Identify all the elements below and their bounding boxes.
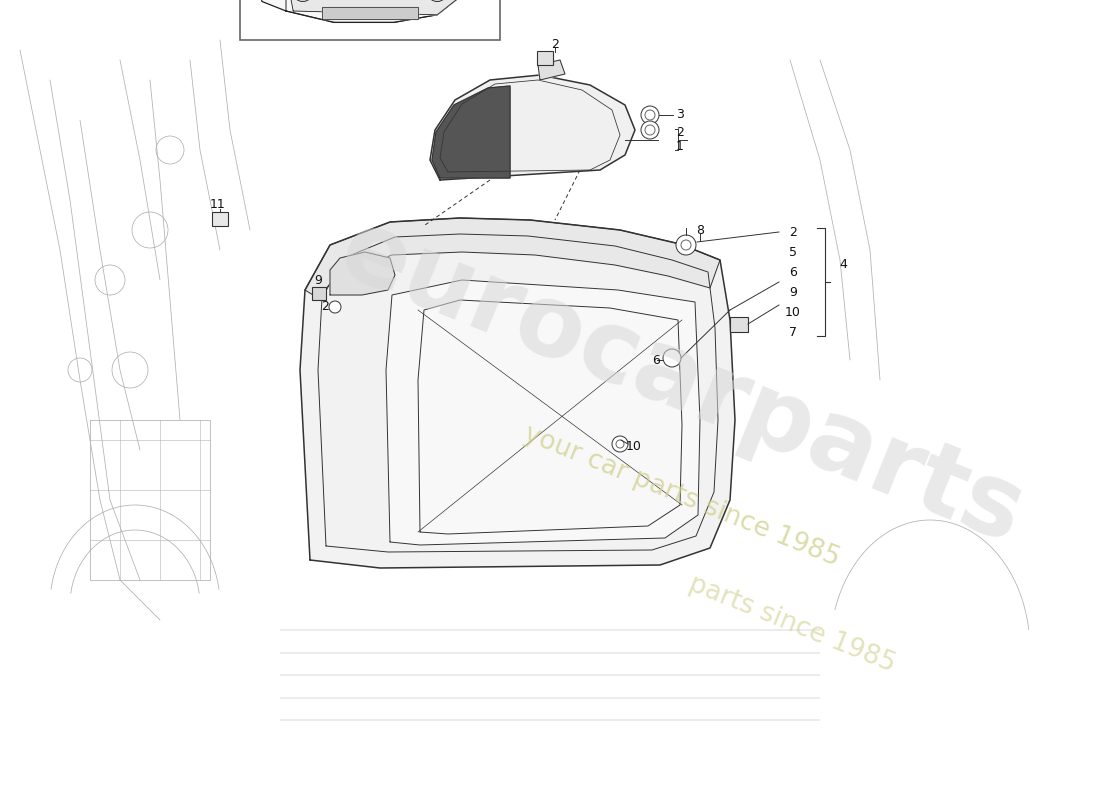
Polygon shape: [330, 252, 395, 295]
Polygon shape: [538, 60, 565, 80]
Bar: [730, 317, 748, 332]
Text: 8: 8: [696, 223, 704, 237]
Polygon shape: [430, 75, 635, 180]
Text: 2: 2: [551, 38, 559, 50]
Circle shape: [612, 436, 628, 452]
Text: 7: 7: [789, 326, 797, 338]
Bar: [240, 0, 501, 40]
Text: 5: 5: [789, 246, 797, 258]
Text: 2: 2: [789, 226, 796, 238]
Text: your car parts since 1985: your car parts since 1985: [520, 421, 844, 571]
Text: 4: 4: [839, 258, 847, 271]
Circle shape: [641, 121, 659, 139]
Circle shape: [645, 110, 654, 120]
Text: 10: 10: [785, 306, 801, 318]
Text: eurocarparts: eurocarparts: [326, 202, 1038, 566]
Text: 2: 2: [676, 126, 684, 138]
Text: parts since 1985: parts since 1985: [685, 570, 899, 678]
Text: 2: 2: [321, 299, 329, 313]
Bar: [537, 51, 553, 65]
Polygon shape: [322, 7, 418, 18]
Bar: [212, 212, 228, 226]
Circle shape: [616, 440, 624, 448]
Text: 9: 9: [315, 274, 322, 286]
Circle shape: [428, 0, 447, 2]
Circle shape: [294, 0, 312, 2]
Circle shape: [676, 235, 696, 255]
Polygon shape: [432, 86, 510, 178]
Text: 11: 11: [210, 198, 225, 210]
Circle shape: [329, 301, 341, 313]
Polygon shape: [305, 218, 720, 298]
Text: 3: 3: [676, 107, 684, 121]
Circle shape: [663, 349, 681, 367]
Text: 6: 6: [789, 266, 796, 278]
Text: 1: 1: [676, 141, 684, 154]
Circle shape: [681, 240, 691, 250]
Bar: [312, 287, 326, 300]
Circle shape: [645, 125, 654, 135]
Text: 10: 10: [626, 441, 642, 454]
Polygon shape: [300, 218, 735, 568]
Circle shape: [641, 106, 659, 124]
Polygon shape: [286, 0, 461, 14]
Polygon shape: [255, 0, 485, 22]
Text: 6: 6: [652, 354, 660, 366]
Text: 9: 9: [789, 286, 796, 298]
Polygon shape: [386, 280, 700, 545]
